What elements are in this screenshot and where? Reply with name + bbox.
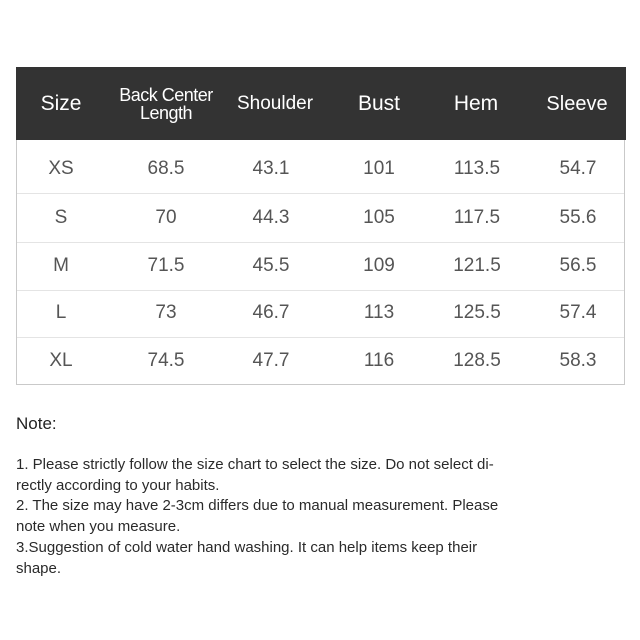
table-row: L 73 46.7 113 125.5 57.4	[17, 290, 624, 338]
cell-bust: 109	[363, 255, 395, 276]
size-chart-table: Size Back Center Length Shoulder Bust He…	[16, 67, 626, 385]
note-line: shape.	[16, 559, 62, 577]
cell-shoulder: 47.7	[252, 350, 290, 371]
cell-sleeve: 56.5	[559, 255, 597, 276]
note-line: 1. Please strictly follow the size chart…	[16, 456, 494, 473]
cell-back-center-length: 73	[155, 302, 177, 323]
header-back-center-line1: Back Center	[119, 84, 213, 105]
note-line: 3.Suggestion of cold water hand washing.…	[16, 538, 478, 556]
cell-hem: 113.5	[453, 158, 501, 179]
cell-sleeve: 54.7	[559, 158, 597, 179]
cell-size: M	[53, 255, 69, 276]
note-title: Note:	[16, 414, 57, 433]
cell-hem: 128.5	[453, 350, 501, 371]
cell-sleeve: 58.3	[559, 350, 597, 371]
cell-size: XS	[48, 158, 74, 179]
cell-shoulder: 45.5	[252, 255, 290, 276]
table-row: M 71.5 45.5 109 121.5 56.5	[17, 242, 624, 291]
cell-bust: 116	[363, 350, 395, 371]
note-line: rectly according to your habits.	[16, 476, 220, 494]
cell-sleeve: 55.6	[559, 207, 597, 228]
cell-bust: 101	[363, 158, 395, 179]
note-line: note when you measure.	[16, 518, 181, 536]
cell-bust: 113	[363, 302, 395, 323]
header-shoulder: Shoulder	[236, 92, 314, 114]
cell-sleeve: 57.4	[559, 302, 597, 323]
cell-back-center-length: 71.5	[147, 255, 185, 276]
note-line: 2. The size may have 2-3cm differs due t…	[16, 497, 499, 515]
cell-size: L	[55, 302, 67, 323]
header-size: Size	[40, 91, 82, 115]
header-bust: Bust	[357, 91, 401, 115]
cell-shoulder: 43.1	[252, 158, 290, 179]
cell-back-center-length: 74.5	[147, 350, 185, 371]
cell-size: S	[54, 207, 68, 228]
table-row: XS 68.5 43.1 101 113.5 54.7	[17, 140, 624, 194]
header-back-center-line2: Length	[139, 102, 193, 123]
cell-bust: 105	[363, 207, 395, 228]
cell-back-center-length: 68.5	[147, 158, 185, 179]
cell-back-center-length: 70	[155, 207, 177, 228]
cell-hem: 117.5	[453, 207, 501, 228]
cell-shoulder: 46.7	[252, 302, 290, 323]
notes-list: 1. Please strictly follow the size chart…	[16, 455, 498, 579]
cell-hem: 121.5	[453, 255, 501, 276]
cell-shoulder: 44.3	[252, 207, 290, 228]
header-sleeve: Sleeve	[546, 92, 608, 115]
header-back-center-length: Back Center Length	[119, 67, 213, 140]
cell-hem: 125.5	[453, 302, 501, 323]
cell-size: XL	[49, 350, 73, 371]
table-header: Size Back Center Length Shoulder Bust He…	[16, 67, 626, 140]
header-hem: Hem	[453, 91, 499, 115]
table-row: S 70 44.3 105 117.5 55.6	[17, 193, 624, 243]
table-row: XL 74.5 47.7 116 128.5 58.3	[17, 337, 624, 385]
